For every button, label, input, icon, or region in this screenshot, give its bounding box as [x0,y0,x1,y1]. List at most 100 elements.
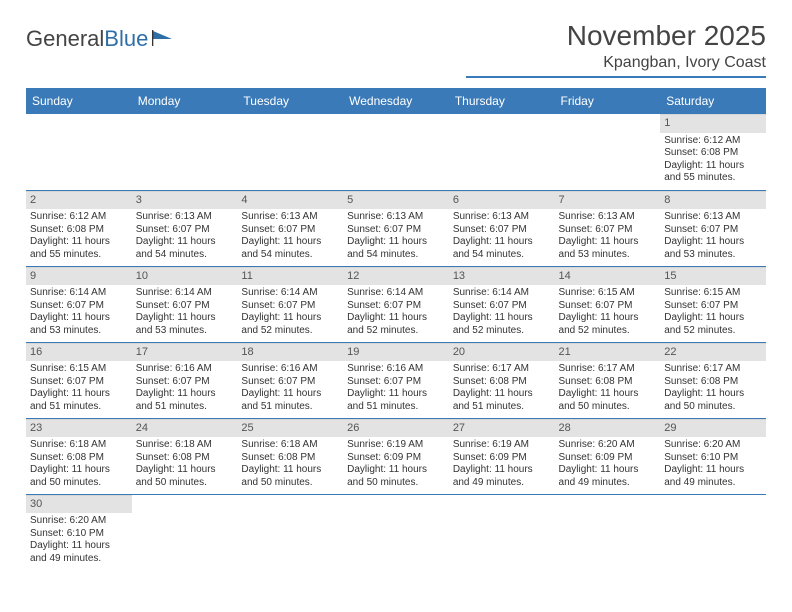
sunrise-text: Sunrise: 6:13 AM [664,211,762,224]
day-number: 19 [343,343,449,362]
sunrise-text: Sunrise: 6:14 AM [453,287,551,300]
day-details: Sunrise: 6:13 AMSunset: 6:07 PMDaylight:… [343,209,449,263]
sunset-text: Sunset: 6:07 PM [559,224,657,237]
day-cell [449,494,555,570]
sunrise-text: Sunrise: 6:17 AM [559,363,657,376]
day-cell [343,494,449,570]
daylight-text: Daylight: 11 hours and 51 minutes. [136,388,234,413]
calendar-table: Sunday Monday Tuesday Wednesday Thursday… [26,88,766,570]
day-number: 15 [660,267,766,286]
sunset-text: Sunset: 6:08 PM [453,376,551,389]
daylight-text: Daylight: 11 hours and 52 minutes. [347,312,445,337]
sunset-text: Sunset: 6:08 PM [559,376,657,389]
sunrise-text: Sunrise: 6:14 AM [30,287,128,300]
sunset-text: Sunset: 6:07 PM [347,376,445,389]
daylight-text: Daylight: 11 hours and 54 minutes. [453,236,551,261]
sunset-text: Sunset: 6:07 PM [664,224,762,237]
day-cell: 28Sunrise: 6:20 AMSunset: 6:09 PMDayligh… [555,418,661,494]
day-number: 11 [237,267,343,286]
weekday-header: Tuesday [237,88,343,114]
day-number: 26 [343,419,449,438]
daylight-text: Daylight: 11 hours and 50 minutes. [664,388,762,413]
daylight-text: Daylight: 11 hours and 51 minutes. [453,388,551,413]
day-cell: 20Sunrise: 6:17 AMSunset: 6:08 PMDayligh… [449,342,555,418]
sunrise-text: Sunrise: 6:15 AM [30,363,128,376]
sunset-text: Sunset: 6:07 PM [559,300,657,313]
sunrise-text: Sunrise: 6:13 AM [453,211,551,224]
day-number: 17 [132,343,238,362]
daylight-text: Daylight: 11 hours and 50 minutes. [30,464,128,489]
day-details: Sunrise: 6:18 AMSunset: 6:08 PMDaylight:… [132,437,238,491]
day-cell: 18Sunrise: 6:16 AMSunset: 6:07 PMDayligh… [237,342,343,418]
sunset-text: Sunset: 6:07 PM [241,300,339,313]
day-cell: 7Sunrise: 6:13 AMSunset: 6:07 PMDaylight… [555,190,661,266]
day-cell: 25Sunrise: 6:18 AMSunset: 6:08 PMDayligh… [237,418,343,494]
sunset-text: Sunset: 6:08 PM [136,452,234,465]
day-cell: 3Sunrise: 6:13 AMSunset: 6:07 PMDaylight… [132,190,238,266]
day-details: Sunrise: 6:15 AMSunset: 6:07 PMDaylight:… [555,285,661,339]
day-cell [660,494,766,570]
sunset-text: Sunset: 6:07 PM [453,300,551,313]
sunrise-text: Sunrise: 6:16 AM [347,363,445,376]
day-details: Sunrise: 6:17 AMSunset: 6:08 PMDaylight:… [449,361,555,415]
sunset-text: Sunset: 6:07 PM [136,376,234,389]
day-details: Sunrise: 6:16 AMSunset: 6:07 PMDaylight:… [343,361,449,415]
day-details: Sunrise: 6:18 AMSunset: 6:08 PMDaylight:… [237,437,343,491]
sunrise-text: Sunrise: 6:13 AM [136,211,234,224]
day-details: Sunrise: 6:13 AMSunset: 6:07 PMDaylight:… [555,209,661,263]
sunset-text: Sunset: 6:07 PM [347,300,445,313]
sunrise-text: Sunrise: 6:18 AM [136,439,234,452]
day-number: 6 [449,191,555,210]
daylight-text: Daylight: 11 hours and 50 minutes. [241,464,339,489]
sunset-text: Sunset: 6:07 PM [664,300,762,313]
logo-text-blue: Blue [104,26,148,52]
day-number: 23 [26,419,132,438]
daylight-text: Daylight: 11 hours and 53 minutes. [559,236,657,261]
daylight-text: Daylight: 11 hours and 52 minutes. [241,312,339,337]
week-row: 30Sunrise: 6:20 AMSunset: 6:10 PMDayligh… [26,494,766,570]
day-number: 29 [660,419,766,438]
day-details: Sunrise: 6:13 AMSunset: 6:07 PMDaylight:… [449,209,555,263]
day-cell: 29Sunrise: 6:20 AMSunset: 6:10 PMDayligh… [660,418,766,494]
day-details: Sunrise: 6:14 AMSunset: 6:07 PMDaylight:… [132,285,238,339]
day-number: 7 [555,191,661,210]
day-cell [555,494,661,570]
day-number: 9 [26,267,132,286]
day-number: 21 [555,343,661,362]
day-details: Sunrise: 6:19 AMSunset: 6:09 PMDaylight:… [343,437,449,491]
sunrise-text: Sunrise: 6:16 AM [241,363,339,376]
day-details: Sunrise: 6:12 AMSunset: 6:08 PMDaylight:… [660,133,766,187]
sunrise-text: Sunrise: 6:20 AM [30,515,128,528]
day-cell: 9Sunrise: 6:14 AMSunset: 6:07 PMDaylight… [26,266,132,342]
day-number: 1 [660,114,766,133]
daylight-text: Daylight: 11 hours and 49 minutes. [664,464,762,489]
sunrise-text: Sunrise: 6:18 AM [241,439,339,452]
header: GeneralBlue November 2025 Kpangban, Ivor… [26,20,766,78]
daylight-text: Daylight: 11 hours and 52 minutes. [559,312,657,337]
sunrise-text: Sunrise: 6:15 AM [559,287,657,300]
day-number: 27 [449,419,555,438]
day-cell [237,494,343,570]
sunset-text: Sunset: 6:07 PM [136,224,234,237]
day-cell: 22Sunrise: 6:17 AMSunset: 6:08 PMDayligh… [660,342,766,418]
day-number: 8 [660,191,766,210]
day-number: 2 [26,191,132,210]
sunrise-text: Sunrise: 6:12 AM [30,211,128,224]
day-cell: 1Sunrise: 6:12 AMSunset: 6:08 PMDaylight… [660,114,766,190]
day-cell: 2Sunrise: 6:12 AMSunset: 6:08 PMDaylight… [26,190,132,266]
day-details: Sunrise: 6:20 AMSunset: 6:10 PMDaylight:… [26,513,132,567]
day-cell: 23Sunrise: 6:18 AMSunset: 6:08 PMDayligh… [26,418,132,494]
daylight-text: Daylight: 11 hours and 53 minutes. [30,312,128,337]
sunrise-text: Sunrise: 6:20 AM [664,439,762,452]
location-label: Kpangban, Ivory Coast [466,54,766,78]
day-cell: 27Sunrise: 6:19 AMSunset: 6:09 PMDayligh… [449,418,555,494]
month-title: November 2025 [466,20,766,52]
day-cell: 4Sunrise: 6:13 AMSunset: 6:07 PMDaylight… [237,190,343,266]
week-row: 16Sunrise: 6:15 AMSunset: 6:07 PMDayligh… [26,342,766,418]
sunset-text: Sunset: 6:10 PM [30,528,128,541]
calendar-page: GeneralBlue November 2025 Kpangban, Ivor… [0,0,792,580]
sunset-text: Sunset: 6:09 PM [559,452,657,465]
day-details: Sunrise: 6:17 AMSunset: 6:08 PMDaylight:… [555,361,661,415]
sunset-text: Sunset: 6:08 PM [664,376,762,389]
day-number: 18 [237,343,343,362]
